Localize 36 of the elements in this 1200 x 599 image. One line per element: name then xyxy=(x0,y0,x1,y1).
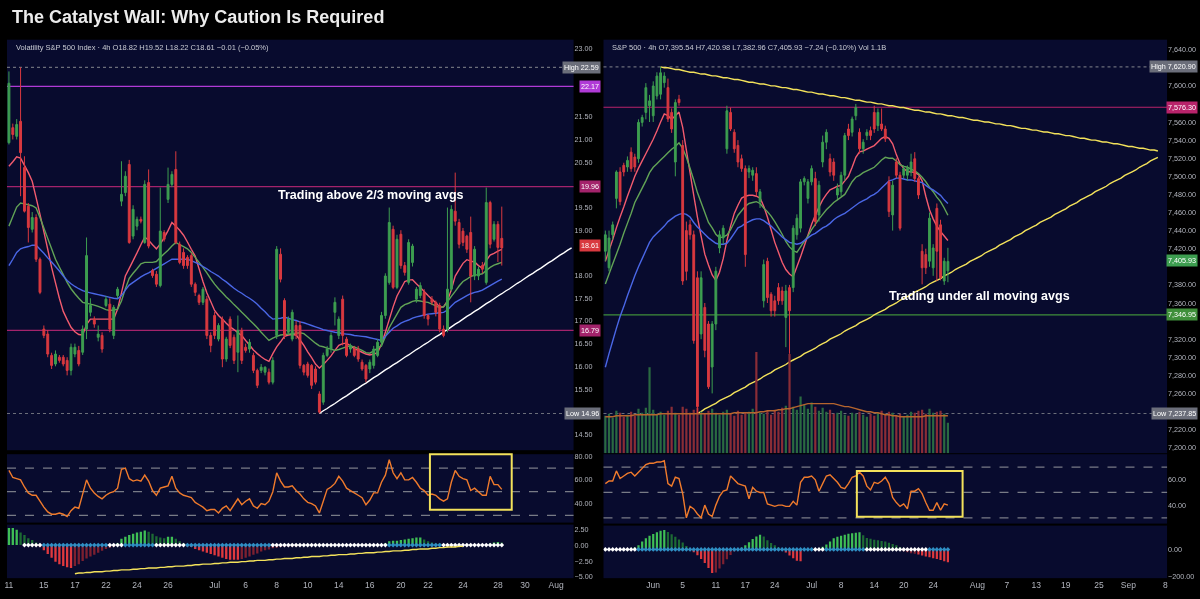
x-tick-label: 20 xyxy=(898,579,909,590)
x-tick-label: 15 xyxy=(39,579,49,590)
x-tick-label: 17 xyxy=(70,579,80,590)
x-tick-label: 8 xyxy=(838,579,844,590)
x-tick-label: 14 xyxy=(334,579,344,590)
x-tick-label: 28 xyxy=(493,579,503,590)
x-tick-label: 19 xyxy=(1061,579,1071,590)
chart-title: The Catalyst Wall: Why Caution Is Required xyxy=(12,7,385,27)
x-tick-label: 8 xyxy=(274,579,280,590)
x-tick-label: 24 xyxy=(132,579,142,590)
x-tick-label: 20 xyxy=(396,579,406,590)
x-tick-label: Jul xyxy=(209,579,221,590)
x-tick-label: Sep xyxy=(1120,579,1137,590)
x-tick-label: 16 xyxy=(365,579,375,590)
x-tick-label: 24 xyxy=(770,579,780,590)
x-tick-label: 22 xyxy=(423,579,434,590)
x-tick-label: 26 xyxy=(163,579,174,590)
x-tick-label: 11 xyxy=(711,579,721,590)
x-tick-label: 6 xyxy=(243,579,249,590)
x-tick-label: 11 xyxy=(4,579,14,590)
x-tick-label: 30 xyxy=(520,579,531,590)
x-tick-label: Aug xyxy=(548,579,564,590)
x-tick-label: 14 xyxy=(869,579,880,590)
x-tick-label: 7 xyxy=(1004,579,1010,590)
x-tick-label: 5 xyxy=(680,579,686,590)
x-tick-label: 24 xyxy=(928,579,939,590)
x-tick-label: 13 xyxy=(1031,579,1042,590)
x-tick-label: 24 xyxy=(458,579,468,590)
x-tick-label: 8 xyxy=(1162,579,1168,590)
x-tick-label: 22 xyxy=(101,579,111,590)
x-tick-label: Jul xyxy=(806,579,818,590)
x-tick-label: 10 xyxy=(303,579,313,590)
x-tick-label: 25 xyxy=(1094,579,1104,590)
x-tick-label: Aug xyxy=(969,579,986,590)
x-tick-label: 17 xyxy=(740,579,751,590)
x-tick-label: Jun xyxy=(646,579,661,590)
